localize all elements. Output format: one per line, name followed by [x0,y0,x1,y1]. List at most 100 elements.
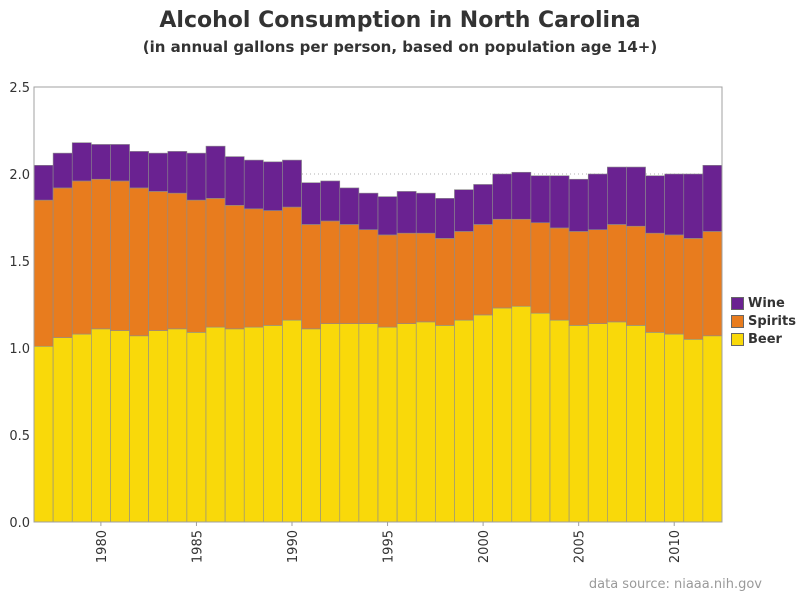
x-tick-label: 1990 [286,530,301,563]
bar-wine-2007 [607,166,627,225]
bar-beer-1998 [435,325,455,523]
bar-spirits-1998 [435,238,455,326]
bar-spirits-1987 [224,205,245,330]
bar-beer-2010 [664,333,685,523]
bar-wine-1993 [339,187,360,225]
legend-item-beer: Beer [731,330,796,348]
bar-spirits-1995 [377,234,398,328]
legend-swatch [731,314,744,328]
bar-wine-1999 [454,189,474,232]
bar-spirits-2010 [664,234,685,335]
bar-beer-1991 [301,328,321,523]
bar-beer-1996 [396,323,417,523]
bar-wine-2009 [645,175,665,234]
bar-beer-2012 [702,335,723,523]
bar-beer-1982 [129,335,149,523]
legend: Wine Spirits Beer [731,294,796,348]
bar-spirits-2002 [511,218,532,307]
bar-spirits-1996 [396,232,417,324]
bar-spirits-1991 [301,224,321,330]
x-tick-label: 1980 [95,530,110,563]
legend-swatch [731,332,744,346]
bars [33,142,723,523]
bar-wine-1984 [167,151,188,194]
bar-beer-1984 [167,328,188,523]
bar-wine-1980 [91,144,111,180]
bar-beer-1992 [320,323,341,523]
x-tick-label: 1995 [382,530,397,563]
legend-label: Beer [748,331,782,347]
bar-beer-2004 [549,319,570,523]
bar-beer-1990 [282,319,302,523]
bar-wine-2003 [530,175,551,224]
y-tick-label: 1.0 [9,342,30,357]
bar-spirits-1982 [129,187,149,337]
bar-beer-1988 [243,326,264,523]
bar-wine-1983 [148,152,169,192]
bar-beer-2007 [607,321,627,523]
bar-spirits-1989 [263,210,283,326]
bar-beer-2000 [473,314,493,523]
bar-beer-2009 [645,332,665,523]
bar-spirits-1981 [110,180,130,331]
bar-spirits-2012 [702,231,723,337]
bar-beer-1978 [52,337,73,523]
bar-beer-2008 [626,325,646,523]
bar-wine-1989 [263,161,283,211]
legend-label: Wine [748,295,785,311]
bar-beer-2005 [568,325,589,523]
bar-spirits-2006 [587,229,608,324]
bar-beer-2002 [511,305,532,523]
bar-wine-1994 [358,192,379,230]
legend-item-spirits: Spirits [731,312,796,330]
bar-wine-2000 [473,184,493,225]
bar-spirits-2009 [645,232,665,333]
bar-wine-1992 [320,180,341,222]
source-note: data source: niaaa.nih.gov [588,577,762,592]
bar-spirits-2008 [626,225,646,326]
y-axis: 0.0 0.5 1.0 1.5 2.0 2.5 [9,81,30,531]
x-tick-label: 2010 [668,530,683,563]
bar-beer-1993 [339,323,360,523]
bar-beer-2003 [530,312,551,523]
x-axis: 1980 1985 1990 1995 2000 2005 2010 [95,522,683,563]
bar-spirits-1984 [167,192,188,330]
y-tick-label: 2.0 [9,168,30,183]
bar-wine-2001 [492,173,513,220]
bar-spirits-2005 [568,231,589,326]
y-tick-label: 2.5 [9,81,30,96]
bar-spirits-1993 [339,224,360,324]
bar-spirits-2003 [530,222,551,314]
bar-wine-1985 [186,152,207,201]
bar-beer-1986 [205,326,226,523]
chart-subtitle: (in annual gallons per person, based on … [142,38,658,56]
bar-beer-2011 [683,338,704,523]
bar-wine-1998 [435,198,455,239]
bar-spirits-2000 [473,224,493,316]
bar-wine-2008 [626,166,646,227]
y-tick-label: 0.0 [9,516,30,531]
bar-beer-2006 [587,323,608,523]
bar-beer-1997 [415,321,436,523]
bar-beer-1985 [186,332,207,523]
bar-beer-1999 [454,319,474,523]
bar-spirits-1986 [205,198,226,328]
bar-beer-1977 [33,345,54,523]
bar-wine-1990 [282,159,302,208]
bar-spirits-1983 [148,191,169,331]
bar-wine-1988 [243,159,264,210]
bar-beer-2001 [492,307,513,523]
bar-wine-2011 [683,173,704,239]
x-tick-label: 1985 [190,530,205,563]
bar-wine-2002 [511,171,532,220]
bar-wine-1987 [224,156,245,206]
bar-beer-1981 [110,330,130,523]
y-tick-label: 0.5 [9,429,30,444]
bar-spirits-2007 [607,224,627,323]
bar-beer-1989 [263,325,283,523]
bar-spirits-1990 [282,206,302,321]
bar-spirits-2004 [549,227,570,321]
bar-wine-1977 [33,165,54,201]
bar-wine-2006 [587,173,608,230]
